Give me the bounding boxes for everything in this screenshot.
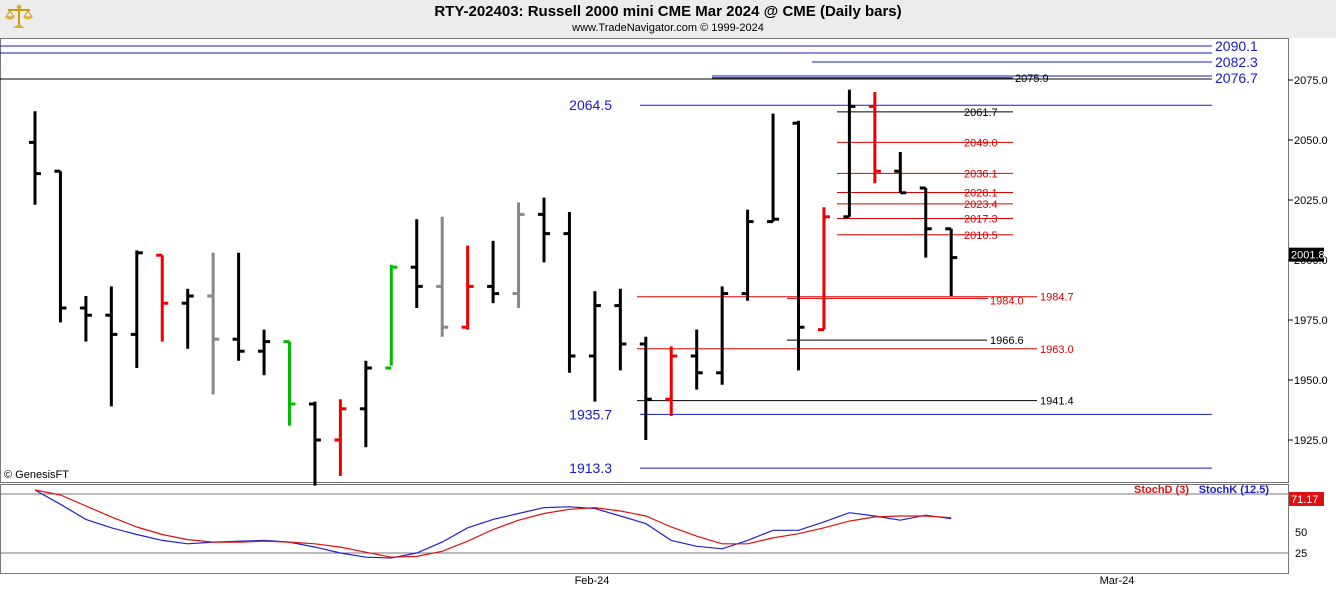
ohlc-bar <box>130 250 143 368</box>
ohlc-bar <box>385 264 398 370</box>
level-label: 1984.7 <box>1040 292 1074 304</box>
ohlc-bar <box>283 340 296 426</box>
chart-subtitle: www.TradeNavigator.com © 1999-2024 <box>572 22 764 34</box>
level-label: 1941.4 <box>1040 396 1074 408</box>
last-price-label: 2001.8 <box>1291 250 1325 262</box>
level-label: 2028.1 <box>964 188 998 200</box>
y-tick-label: 2050.0 <box>1294 135 1328 147</box>
y-tick-label: 2075.0 <box>1294 75 1328 87</box>
level-label: 1913.3 <box>569 460 612 476</box>
y-tick-label: 2025.0 <box>1294 195 1328 207</box>
ohlc-bar <box>792 120 805 371</box>
ohlc-bar <box>156 253 169 342</box>
ohlc-bar <box>563 212 576 373</box>
level-label: 2076.7 <box>1215 70 1258 86</box>
level-label: 2010.5 <box>964 230 998 242</box>
ohlc-bar <box>207 252 220 395</box>
ohlc-bar <box>639 336 652 440</box>
last-price-badge <box>1289 247 1324 262</box>
y-tick-label: 1925.0 <box>1294 435 1328 447</box>
stoch-series-line <box>34 489 952 559</box>
level-label: 1935.7 <box>569 406 612 422</box>
ohlc-bar <box>817 207 830 332</box>
ohlc-bar <box>945 227 958 296</box>
stoch-last-badge <box>1289 492 1324 506</box>
x-tick-label: Mar-24 <box>1100 575 1135 587</box>
level-label: 2036.1 <box>964 168 998 180</box>
scales-of-justice-icon <box>4 4 34 35</box>
ohlc-bar <box>868 92 881 184</box>
ohlc-bar <box>410 219 423 308</box>
ohlc-bar <box>308 401 321 486</box>
stoch-legend-d: StochD (3) <box>1134 484 1189 496</box>
stoch-last-label: 71.17 <box>1291 494 1319 506</box>
ohlc-bar <box>436 216 449 337</box>
level-label: 2082.3 <box>1215 54 1258 70</box>
ohlc-bar <box>359 360 372 448</box>
level-label: 1984.0 <box>990 295 1024 307</box>
ohlc-bar <box>716 286 729 385</box>
y-tick-label: 1975.0 <box>1294 315 1328 327</box>
ohlc-bar <box>843 89 856 219</box>
ohlc-bar <box>105 286 118 407</box>
chart-header: RTY-202403: Russell 2000 mini CME Mar 20… <box>0 0 1336 38</box>
level-label: 2049.0 <box>964 137 998 149</box>
ohlc-bar <box>741 209 754 301</box>
level-label: 2064.5 <box>569 97 612 113</box>
level-label: 2023.4 <box>964 199 998 211</box>
level-label: 2090.1 <box>1215 38 1258 54</box>
stoch-tick-label: 25 <box>1295 548 1307 560</box>
stoch-tick-label: 50 <box>1295 527 1307 539</box>
ohlc-bar <box>512 202 525 308</box>
ohlc-bar <box>538 197 550 263</box>
ohlc-bar <box>665 346 678 416</box>
ohlc-bar <box>54 169 67 323</box>
chart-title: RTY-202403: Russell 2000 mini CME Mar 20… <box>434 3 902 20</box>
watermark-text: © GenesisFT <box>4 469 69 481</box>
stoch-legend-k: StochK (12.5) <box>1199 484 1270 496</box>
ohlc-bar <box>690 329 703 390</box>
ohlc-bar <box>919 186 932 258</box>
ohlc-bar <box>487 240 500 304</box>
ohlc-bar <box>232 252 245 361</box>
ohlc-bar <box>79 296 92 342</box>
level-label: 2017.3 <box>964 213 998 225</box>
y-tick-label: 1950.0 <box>1294 375 1328 387</box>
ohlc-bar <box>461 245 474 330</box>
stochastic-plot-frame <box>0 484 1289 574</box>
x-tick-label: Feb-24 <box>575 575 610 587</box>
ohlc-bar <box>258 329 271 376</box>
level-label: 2075.9 <box>1015 73 1049 85</box>
stoch-series-line <box>34 489 952 558</box>
ohlc-bar <box>181 288 194 349</box>
ohlc-bar <box>334 399 347 476</box>
level-label: 1963.0 <box>1040 344 1074 356</box>
ohlc-bar <box>29 111 41 205</box>
level-label: 2061.7 <box>964 107 998 119</box>
ohlc-bar <box>614 288 627 371</box>
ohlc-bar <box>767 113 780 224</box>
ohlc-bar <box>588 291 601 402</box>
ohlc-bar <box>894 152 907 195</box>
level-label: 1966.6 <box>990 335 1024 347</box>
